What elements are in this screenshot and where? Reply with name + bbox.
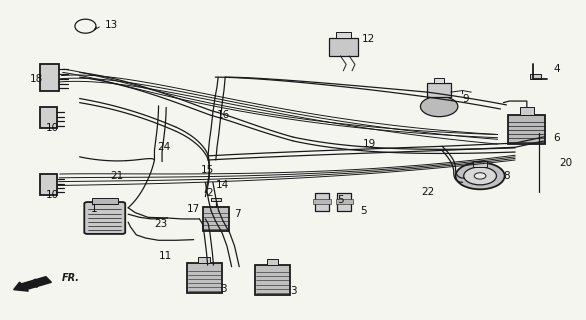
FancyBboxPatch shape xyxy=(84,202,125,234)
FancyBboxPatch shape xyxy=(255,265,290,295)
Text: FR.: FR. xyxy=(62,273,80,283)
FancyBboxPatch shape xyxy=(338,194,352,211)
FancyBboxPatch shape xyxy=(40,174,57,195)
Circle shape xyxy=(474,173,486,179)
Text: 21: 21 xyxy=(111,171,124,181)
FancyBboxPatch shape xyxy=(211,197,220,201)
FancyBboxPatch shape xyxy=(473,161,487,167)
FancyBboxPatch shape xyxy=(336,32,351,38)
Text: 3: 3 xyxy=(220,284,227,294)
Text: 10: 10 xyxy=(46,190,59,200)
FancyBboxPatch shape xyxy=(329,38,358,56)
Text: 5: 5 xyxy=(337,195,343,205)
Text: 14: 14 xyxy=(216,180,229,190)
Text: 2: 2 xyxy=(206,188,213,198)
Text: 20: 20 xyxy=(559,158,572,168)
FancyBboxPatch shape xyxy=(434,78,444,83)
FancyBboxPatch shape xyxy=(40,108,57,128)
Circle shape xyxy=(420,96,458,117)
FancyBboxPatch shape xyxy=(314,199,331,204)
Text: 10: 10 xyxy=(46,123,59,133)
Circle shape xyxy=(455,163,505,189)
FancyBboxPatch shape xyxy=(92,198,118,204)
Text: 1: 1 xyxy=(91,204,98,214)
Text: 11: 11 xyxy=(159,251,172,260)
Text: 7: 7 xyxy=(234,209,241,219)
FancyBboxPatch shape xyxy=(427,83,451,97)
FancyBboxPatch shape xyxy=(203,207,229,231)
Text: 24: 24 xyxy=(158,142,171,152)
FancyBboxPatch shape xyxy=(186,263,222,293)
Text: 5: 5 xyxy=(360,206,367,216)
FancyBboxPatch shape xyxy=(520,108,534,116)
Text: 9: 9 xyxy=(462,94,469,104)
Text: 3: 3 xyxy=(290,286,297,296)
FancyBboxPatch shape xyxy=(267,259,278,265)
FancyBboxPatch shape xyxy=(315,194,329,211)
Text: 22: 22 xyxy=(421,187,435,197)
Circle shape xyxy=(464,167,496,185)
Text: 13: 13 xyxy=(105,20,118,29)
Text: 4: 4 xyxy=(553,64,560,74)
FancyBboxPatch shape xyxy=(198,257,210,263)
Text: 23: 23 xyxy=(154,219,167,229)
FancyBboxPatch shape xyxy=(40,64,59,92)
Text: 17: 17 xyxy=(186,204,200,214)
Text: 12: 12 xyxy=(362,34,375,44)
Text: 16: 16 xyxy=(217,110,230,120)
Text: 19: 19 xyxy=(363,139,376,149)
FancyBboxPatch shape xyxy=(508,116,545,144)
Text: 15: 15 xyxy=(200,164,214,174)
Text: 8: 8 xyxy=(503,171,510,181)
FancyArrow shape xyxy=(13,277,52,291)
FancyBboxPatch shape xyxy=(530,74,541,79)
Text: 18: 18 xyxy=(30,74,43,84)
Text: 6: 6 xyxy=(553,133,560,143)
FancyBboxPatch shape xyxy=(336,199,353,204)
